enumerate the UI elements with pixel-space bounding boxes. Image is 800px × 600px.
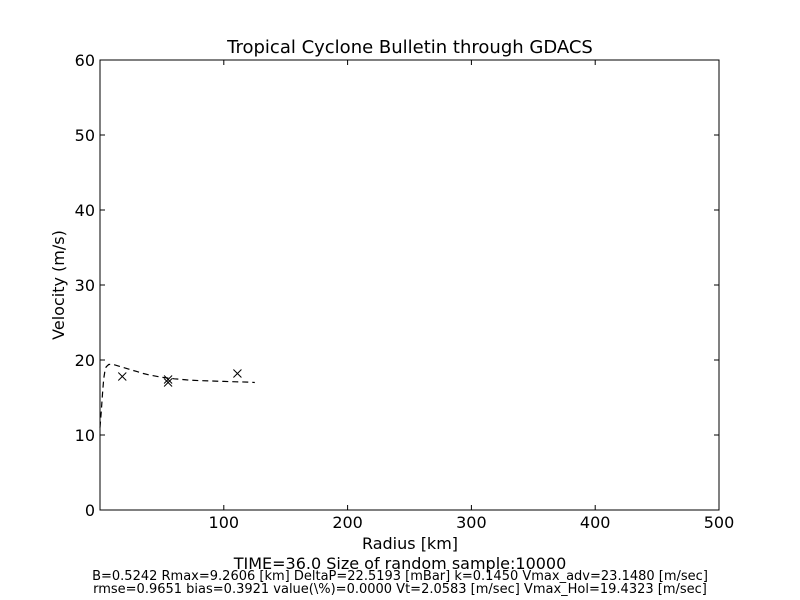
y-tick-label: 20 <box>75 351 95 370</box>
x-tick-label: 100 <box>209 513 240 532</box>
x-tick-label: 400 <box>580 513 611 532</box>
observation-point <box>163 375 173 384</box>
y-tick-label: 0 <box>85 501 95 520</box>
chart-title: Tropical Cyclone Bulletin through GDACS <box>226 37 593 58</box>
caption-time-sample: TIME=36.0 Size of random sample:10000 <box>233 554 567 573</box>
axis-ticks: 100 200 300 400 500 0 10 20 30 40 50 60 <box>75 51 735 532</box>
plot-area <box>99 59 720 511</box>
data-series <box>99 363 255 428</box>
x-axis-label: Radius [km] <box>362 534 458 553</box>
y-tick-label: 40 <box>75 201 95 220</box>
y-tick-label: 30 <box>75 276 95 295</box>
caption-parameters: B=0.5242 Rmax=9.2606 [km] DeltaP=22.5193… <box>92 569 708 584</box>
holland-profile-line <box>99 363 255 428</box>
y-tick-label: 10 <box>75 426 95 445</box>
x-tick-label: 500 <box>704 513 735 532</box>
y-tick-label: 60 <box>75 51 95 70</box>
y-axis-label: Velocity (m/s) <box>49 230 68 340</box>
observation-point <box>117 372 127 381</box>
observation-point <box>233 369 242 378</box>
x-tick-label: 300 <box>456 513 487 532</box>
y-tick-label: 50 <box>75 126 95 145</box>
caption-statistics: rmse=0.9651 bias=0.3921 value(\%)=0.0000… <box>93 582 707 597</box>
x-tick-label: 200 <box>332 513 363 532</box>
observation-point <box>163 378 173 387</box>
